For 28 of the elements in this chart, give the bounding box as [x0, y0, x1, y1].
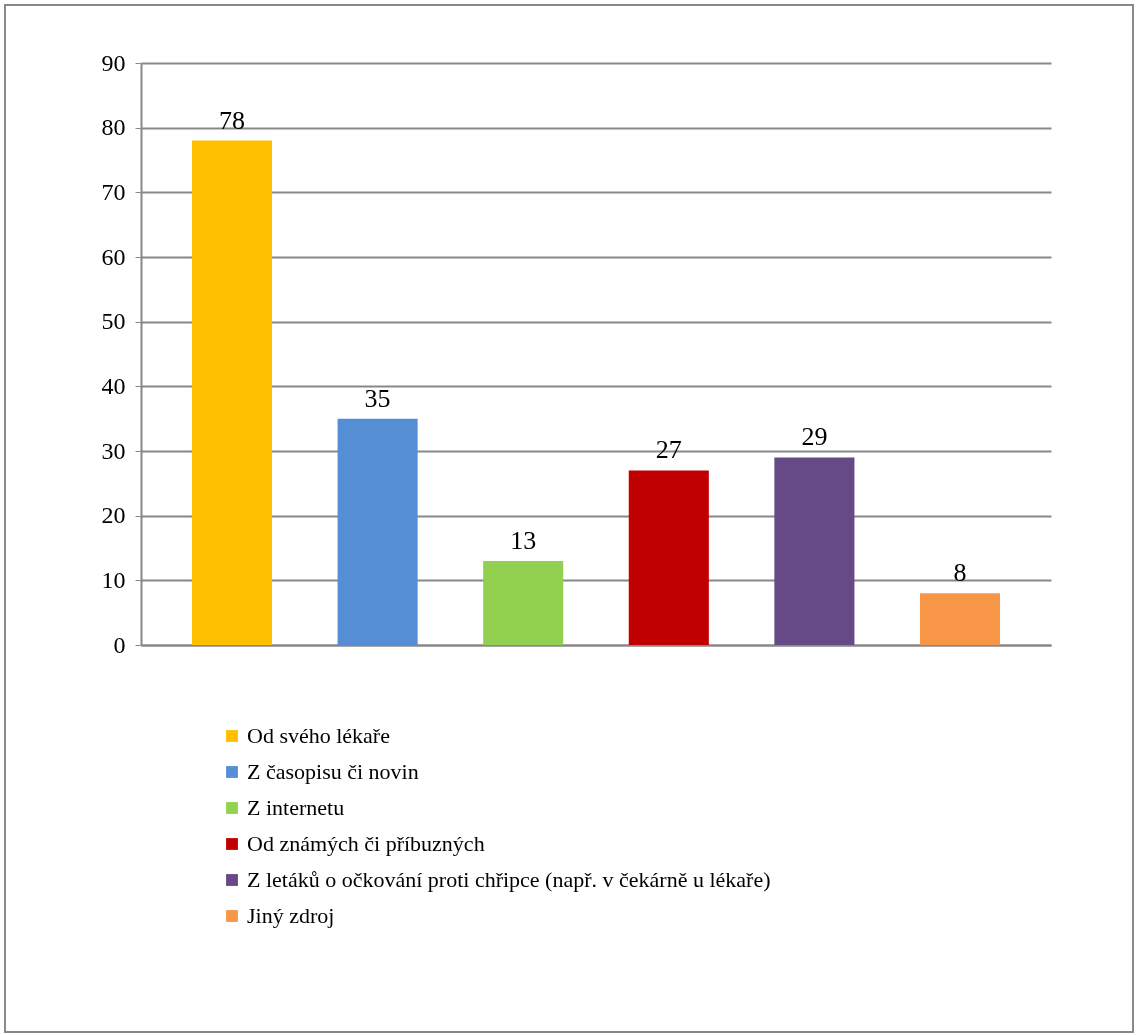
y-tick-label: 50	[101, 308, 126, 335]
data-label: 8	[953, 558, 967, 588]
legend-label: Z internetu	[247, 795, 345, 820]
legend-label: Z letáků o očkování proti chřipce (např. v čekárně u lékaře)	[247, 867, 771, 892]
data-label: 13	[510, 525, 537, 555]
y-tick-label: 0	[113, 631, 126, 658]
legend-label: Z časopisu či novin	[247, 759, 419, 784]
legend-label: Od svého lékaře	[247, 723, 390, 748]
data-label: 27	[655, 435, 682, 465]
y-tick-label: 10	[101, 566, 126, 593]
bar	[483, 560, 564, 645]
bar	[628, 470, 709, 645]
data-label: 78	[219, 105, 245, 135]
y-tick-label: 90	[101, 49, 126, 76]
bar	[919, 593, 1001, 645]
bar	[337, 418, 418, 645]
y-tick-label: 40	[101, 372, 126, 399]
legend-label: Od známých či příbuzných	[247, 831, 485, 856]
data-label: 35	[364, 383, 391, 413]
y-tick-label: 20	[101, 502, 126, 529]
y-tick-label: 30	[101, 437, 126, 464]
y-tick-label: 60	[101, 243, 126, 270]
bar	[774, 457, 855, 645]
y-tick-label: 70	[101, 178, 126, 205]
bar	[191, 140, 273, 645]
y-tick-label: 80	[101, 114, 126, 141]
legend-label: Jiný zdroj	[247, 903, 335, 928]
data-label: 29	[801, 422, 828, 452]
